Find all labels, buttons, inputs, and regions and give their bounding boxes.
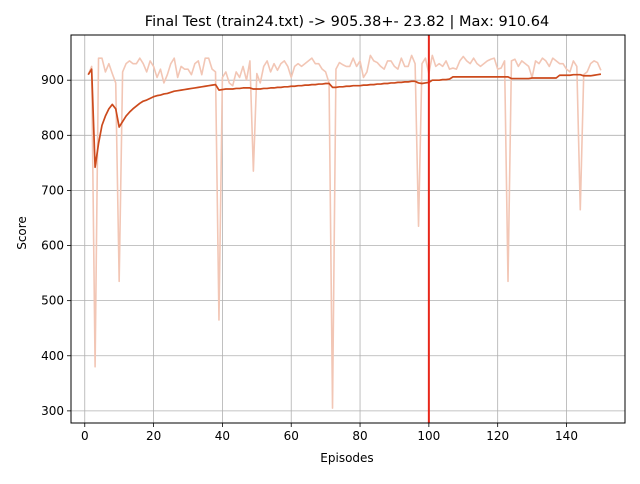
moving-average-line (87, 68, 602, 169)
y-tick-label: 400 (41, 349, 64, 363)
y-tick-label: 700 (41, 183, 64, 197)
x-axis-label: Episodes (320, 451, 373, 465)
x-tick-label: 40 (215, 429, 230, 443)
raw-score-line (87, 54, 602, 409)
y-tick-label: 800 (41, 128, 64, 142)
x-tick-label: 60 (284, 429, 299, 443)
gridlines (71, 35, 625, 423)
chart-title: Final Test (train24.txt) -> 905.38+- 23.… (145, 14, 549, 30)
y-tick-label: 600 (41, 239, 64, 253)
y-axis-ticks: 300 400 500 600 700 800 900 (41, 73, 71, 418)
x-tick-label: 120 (486, 429, 509, 443)
y-tick-label: 300 (41, 404, 64, 418)
y-tick-label: 500 (41, 294, 64, 308)
x-tick-label: 80 (352, 429, 367, 443)
x-tick-label: 0 (81, 429, 89, 443)
y-tick-label: 900 (41, 73, 64, 87)
y-axis-label: Score (15, 216, 29, 250)
x-axis-ticks: 0 20 40 60 80 100 120 140 (81, 423, 578, 443)
x-tick-label: 20 (146, 429, 161, 443)
plot-frame (70, 34, 626, 424)
x-tick-label: 100 (417, 429, 440, 443)
x-tick-label: 140 (555, 429, 578, 443)
series-layer (87, 54, 602, 409)
